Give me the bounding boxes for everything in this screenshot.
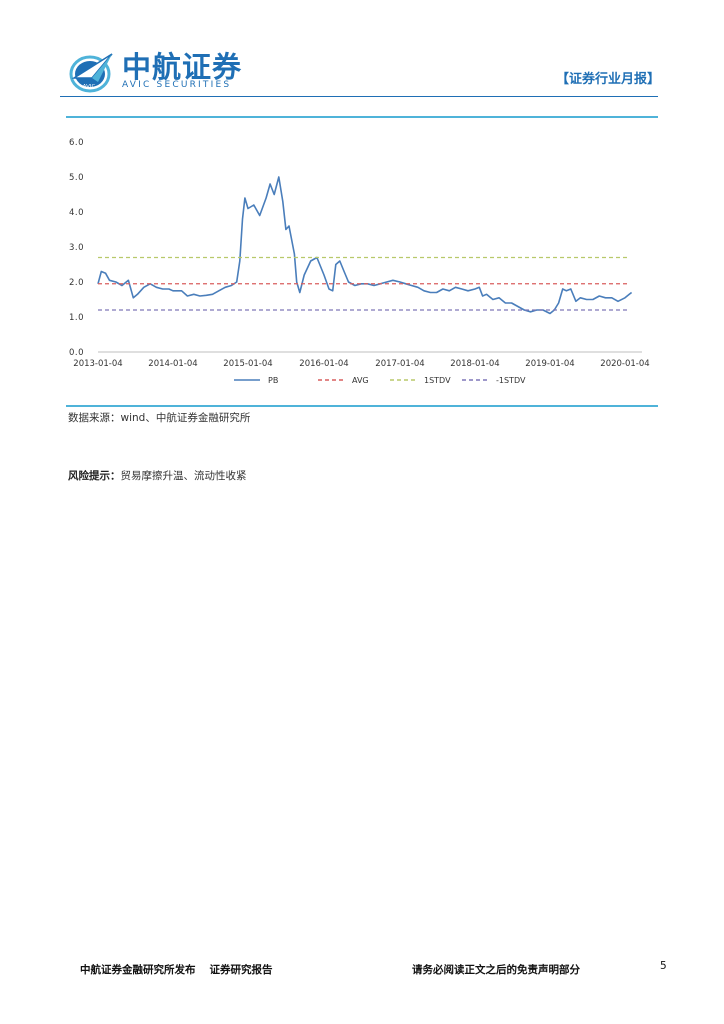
- risk-warning: 风险提示：贸易摩擦升温、流动性收紧: [68, 468, 247, 483]
- header-rule: [60, 96, 658, 97]
- chart-top-rule: [66, 116, 658, 118]
- chart-bottom-rule: [66, 405, 658, 407]
- footer-publisher: 中航证券金融研究所发布: [80, 964, 196, 976]
- y-tick-label: 3.0: [69, 243, 84, 253]
- logo-en-text: AVIC SECURITIES: [122, 80, 232, 90]
- series-line-pb: [97, 176, 633, 315]
- x-tick-label: 2019-01-04: [525, 359, 574, 369]
- report-type-label: 【证券行业月报】: [555, 72, 660, 87]
- x-tick-label: 2013-01-04: [73, 359, 122, 369]
- page-header: AVIC 中航证券 AVIC SECURITIES 【证券行业月报】: [60, 40, 660, 96]
- logo-cn-text: 中航证券: [122, 50, 243, 84]
- page-number: 5: [660, 960, 667, 972]
- chart-legend: PB AVG 1STDV -1STDV: [234, 376, 526, 385]
- y-tick-label: 6.0: [69, 138, 84, 148]
- legend-label: 1STDV: [424, 376, 451, 385]
- x-tick-label: 2016-01-04: [299, 359, 348, 369]
- footer-report-kind: 证券研究报告: [209, 964, 273, 976]
- y-tick-label: 4.0: [69, 208, 84, 218]
- legend-label: PB: [268, 376, 278, 385]
- y-tick-label: 0.0: [69, 348, 84, 358]
- y-tick-label: 2.0: [69, 278, 84, 288]
- risk-label: 风险提示：: [68, 470, 121, 482]
- footer-disclaimer: 请务必阅读正文之后的免责声明部分: [412, 964, 580, 976]
- x-tick-label: 2015-01-04: [223, 359, 272, 369]
- series-layer: [97, 176, 633, 315]
- y-tick-label: 5.0: [69, 173, 84, 183]
- legend-label: -1STDV: [496, 376, 526, 385]
- x-tick-label: 2014-01-04: [148, 359, 197, 369]
- x-tick-label: 2017-01-04: [375, 359, 424, 369]
- avic-logo-icon: AVIC: [69, 53, 113, 93]
- data-source-note: 数据来源：wind、中航证券金融研究所: [68, 412, 251, 424]
- x-axis: 2013-01-04 2014-01-04 2015-01-04 2016-01-04…: [73, 351, 650, 369]
- footer-left: 中航证券金融研究所发布 证券研究报告: [80, 962, 273, 977]
- x-tick-label: 2020-01-04: [600, 359, 649, 369]
- y-tick-label: 1.0: [69, 313, 84, 323]
- y-axis: 0.0 1.0 2.0 3.0 4.0 5.0 6.0: [69, 138, 84, 358]
- legend-label: AVG: [352, 376, 369, 385]
- pb-chart: 0.0 1.0 2.0 3.0 4.0 5.0 6.0 2013-01-04 2014-01-…: [69, 138, 650, 385]
- x-tick-label: 2018-01-04: [450, 359, 499, 369]
- logo-badge-text: AVIC: [83, 84, 96, 90]
- risk-text: 贸易摩擦升温、流动性收紧: [120, 470, 247, 482]
